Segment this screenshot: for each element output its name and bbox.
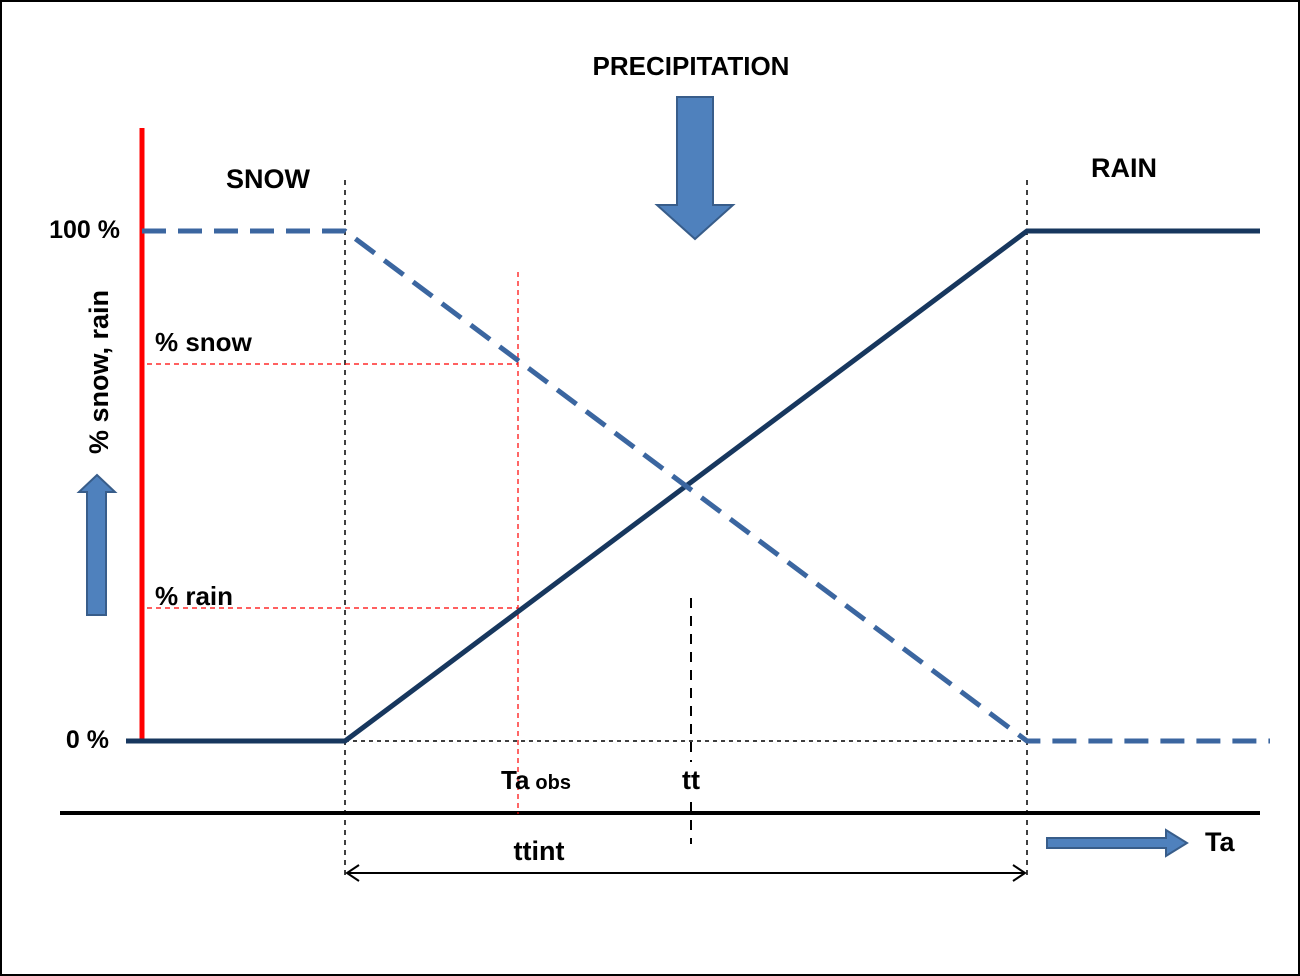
snow-fraction-label: % snow bbox=[155, 327, 253, 357]
rain-region-label: RAIN bbox=[1091, 153, 1157, 183]
snow-region-label: SNOW bbox=[226, 164, 311, 194]
title-label: PRECIPITATION bbox=[593, 51, 790, 81]
ta-axis-arrow-icon bbox=[1046, 828, 1189, 858]
y-tick-100: 100 % bbox=[49, 216, 120, 244]
y-tick-0: 0 % bbox=[66, 726, 109, 754]
ttint-arrowhead-right bbox=[1012, 864, 1027, 882]
y-axis-label: % snow, rain bbox=[84, 290, 114, 454]
precipitation-arrow-icon bbox=[654, 96, 736, 241]
ta-obs-main: Ta bbox=[501, 765, 530, 795]
tt-label: tt bbox=[682, 765, 700, 795]
rain-fraction-label: % rain bbox=[155, 581, 233, 611]
ttint-arrowhead-left bbox=[345, 864, 360, 882]
snow-fraction-curve bbox=[142, 228, 1270, 744]
ta-obs-sub: obs bbox=[535, 772, 571, 794]
ta-axis-label: Ta bbox=[1205, 827, 1235, 857]
ta-obs-label: Ta obs bbox=[501, 765, 571, 795]
ttint-label: ttint bbox=[514, 836, 565, 866]
y-axis-arrow-icon bbox=[76, 473, 118, 616]
rain-fraction-curve bbox=[126, 228, 1260, 744]
